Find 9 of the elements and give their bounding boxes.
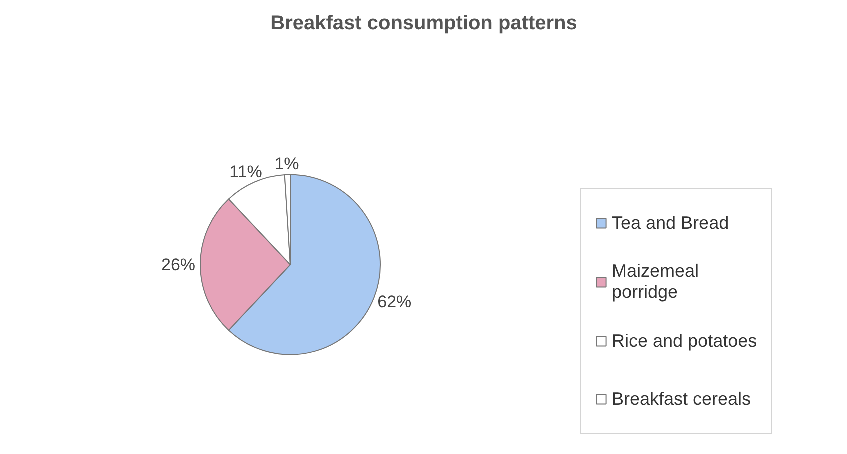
data-label: 26% [161,255,196,274]
legend-label: Breakfast cereals [612,388,752,410]
legend-label: Maizemeal porridge [612,261,700,303]
legend-label: Rice and potatoes [612,330,758,353]
legend-label: Tea and Bread [612,212,730,234]
data-label: 11% [230,162,262,182]
data-label: 62% [378,292,412,312]
chart-title: Breakfast consumption patterns [270,12,578,34]
data-label: 1% [274,154,300,174]
